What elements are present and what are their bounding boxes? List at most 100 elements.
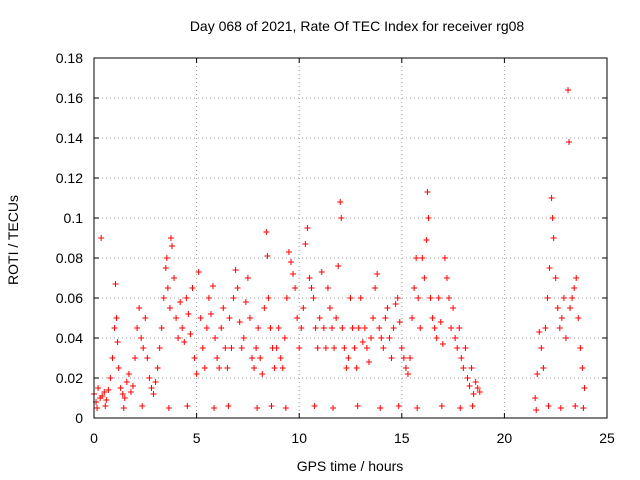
data-point — [345, 355, 352, 361]
data-point — [121, 395, 128, 401]
data-point — [167, 235, 174, 241]
data-point — [566, 139, 573, 145]
data-point — [154, 365, 161, 371]
data-point — [353, 365, 360, 371]
data-point — [413, 255, 420, 261]
data-point — [160, 295, 167, 301]
data-point — [139, 403, 146, 409]
data-point — [441, 255, 448, 261]
data-point — [407, 355, 414, 361]
data-point — [246, 315, 253, 321]
data-point — [238, 345, 245, 351]
y-tick-label: 0.12 — [56, 170, 83, 186]
data-point — [314, 345, 321, 351]
data-point — [251, 365, 258, 371]
data-point — [285, 249, 292, 255]
data-point — [361, 325, 368, 331]
data-point — [164, 285, 171, 291]
data-point — [225, 403, 232, 409]
data-point — [267, 325, 274, 331]
data-point — [281, 335, 288, 341]
data-point — [545, 403, 552, 409]
data-point — [268, 403, 275, 409]
data-point — [435, 295, 442, 301]
data-point — [173, 315, 180, 321]
y-tick-label: 0.08 — [56, 250, 83, 266]
data-point — [363, 345, 370, 351]
x-tick-label: 20 — [497, 430, 513, 446]
data-point — [264, 253, 271, 259]
data-point — [565, 87, 572, 93]
data-point — [142, 315, 149, 321]
data-point — [454, 345, 461, 351]
data-point — [212, 335, 219, 341]
data-point — [411, 285, 418, 291]
data-point — [197, 315, 204, 321]
data-point — [261, 305, 268, 311]
data-point — [540, 365, 547, 371]
data-point — [311, 403, 318, 409]
data-point — [466, 383, 473, 389]
data-point — [339, 325, 346, 331]
data-point — [312, 325, 319, 331]
data-point — [265, 295, 272, 301]
data-point — [199, 345, 206, 351]
data-point — [181, 339, 188, 345]
data-point — [113, 315, 120, 321]
data-point — [308, 285, 315, 291]
data-point — [136, 305, 143, 311]
data-point — [148, 385, 155, 391]
data-point — [242, 299, 249, 305]
data-point — [98, 235, 105, 241]
data-point — [386, 335, 393, 341]
data-point — [567, 305, 574, 311]
y-ticks: 0 0.02 0.04 0.06 0.08 0.1 0.12 0.14 0.16 0.18 — [56, 50, 607, 426]
data-point — [458, 355, 465, 361]
data-point — [294, 315, 301, 321]
data-point — [236, 319, 243, 325]
data-point — [232, 267, 239, 273]
data-point — [318, 269, 325, 275]
data-point — [150, 391, 157, 397]
data-point — [228, 345, 235, 351]
data-point — [120, 405, 127, 411]
y-tick-label: 0 — [75, 410, 83, 426]
data-point — [109, 355, 116, 361]
data-point — [331, 345, 338, 351]
data-point — [427, 295, 434, 301]
data-point — [433, 335, 440, 341]
data-point — [414, 405, 421, 411]
data-point — [549, 215, 556, 221]
data-point — [542, 325, 549, 331]
data-point — [548, 195, 555, 201]
data-point — [234, 285, 241, 291]
data-point — [347, 295, 354, 301]
data-point — [224, 365, 231, 371]
data-point — [538, 345, 545, 351]
data-point — [140, 345, 147, 351]
data-point — [384, 305, 391, 311]
data-point — [368, 335, 375, 341]
data-point — [394, 295, 401, 301]
data-point — [469, 403, 476, 409]
data-point — [168, 243, 175, 249]
data-point — [452, 335, 459, 341]
x-axis-label: GPS time / hours — [297, 458, 404, 474]
data-point — [552, 275, 559, 281]
data-point — [114, 339, 121, 345]
data-point — [125, 371, 132, 377]
data-point — [306, 275, 313, 281]
data-point — [156, 345, 163, 351]
data-point — [415, 295, 422, 301]
x-tick-label: 0 — [90, 430, 98, 446]
data-point — [300, 305, 307, 311]
data-point — [163, 255, 170, 261]
data-point — [423, 237, 430, 243]
data-point — [302, 241, 309, 247]
data-point — [102, 403, 109, 409]
data-point — [351, 345, 358, 351]
data-point — [263, 229, 270, 235]
data-point — [560, 295, 567, 301]
data-point — [203, 325, 210, 331]
